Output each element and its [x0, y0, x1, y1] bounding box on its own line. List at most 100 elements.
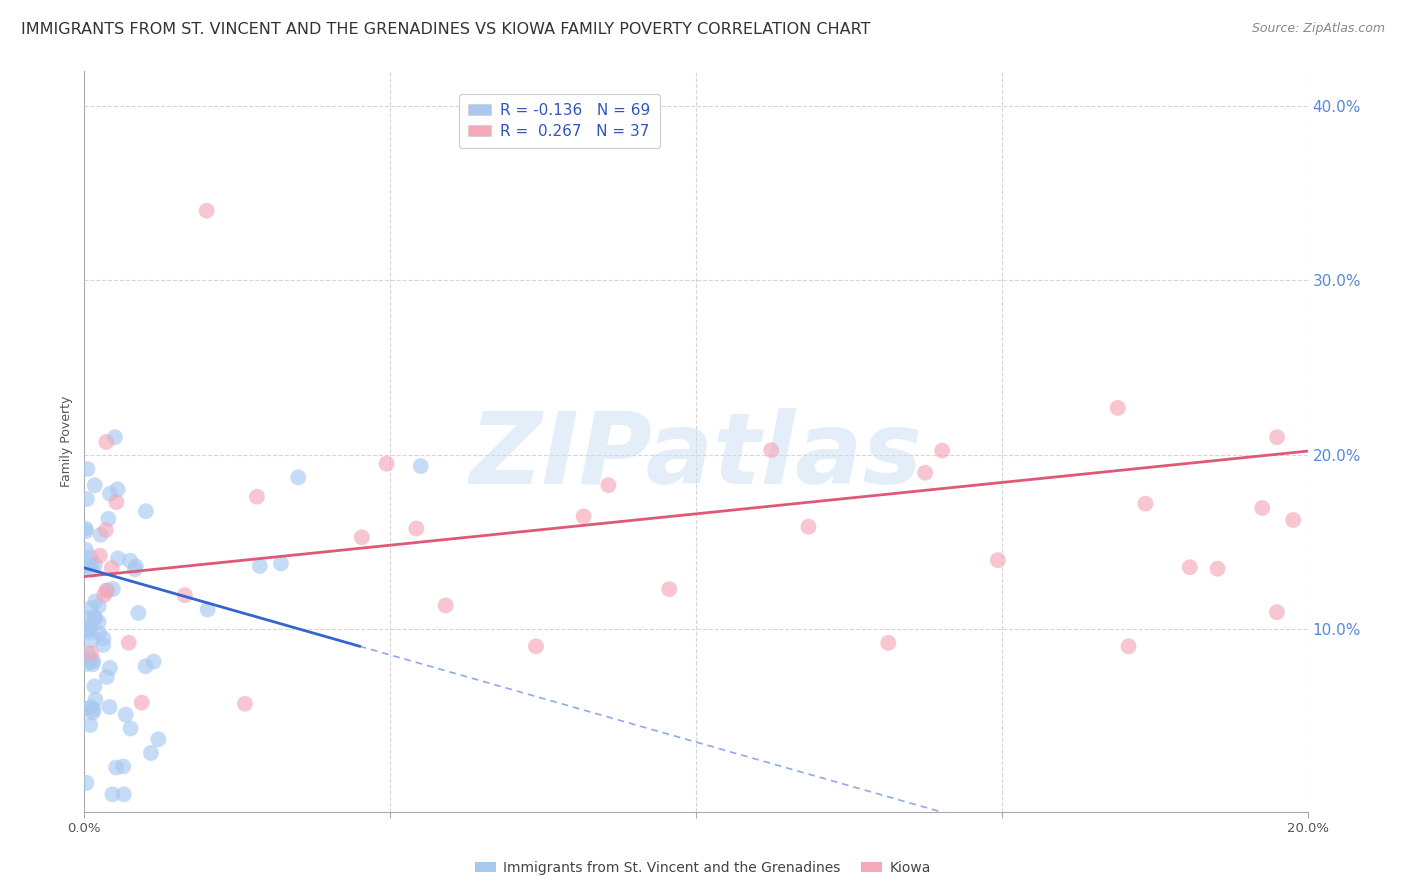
Point [1251, 500, 1274, 515]
Point [877, 636, 900, 650]
Point [76, 491, 98, 506]
Point [82, 657, 104, 672]
Point [1265, 430, 1288, 444]
Point [112, 759, 135, 773]
Point [350, 530, 373, 544]
Point [125, 559, 148, 574]
Point [572, 509, 595, 524]
Point [83, 478, 105, 492]
Legend: Immigrants from St. Vincent and the Grenadines, Kiowa: Immigrants from St. Vincent and the Gren… [470, 855, 936, 880]
Point [76, 657, 98, 671]
Point [84, 594, 107, 608]
Point [658, 582, 681, 597]
Point [75, 776, 97, 790]
Point [87, 599, 110, 613]
Point [914, 466, 936, 480]
Point [761, 443, 783, 458]
Point [83, 611, 105, 625]
Point [96, 583, 118, 598]
Point [124, 562, 146, 576]
Point [98, 486, 121, 500]
Point [118, 636, 141, 650]
Point [405, 521, 427, 535]
Point [987, 553, 1010, 567]
Point [105, 495, 128, 509]
Point [80, 700, 103, 714]
Point [97, 512, 120, 526]
Point [87, 615, 110, 629]
Point [118, 554, 141, 568]
Point [76, 462, 98, 476]
Point [375, 457, 398, 471]
Point [80, 557, 103, 571]
Point [79, 718, 101, 732]
Point [120, 722, 142, 736]
Text: ZIPatlas: ZIPatlas [470, 408, 922, 505]
Point [80, 633, 103, 648]
Point [270, 557, 292, 571]
Point [249, 558, 271, 573]
Point [195, 203, 218, 218]
Text: IMMIGRANTS FROM ST. VINCENT AND THE GRENADINES VS KIOWA FAMILY POVERTY CORRELATI: IMMIGRANTS FROM ST. VINCENT AND THE GREN… [21, 22, 870, 37]
Point [87, 626, 110, 640]
Point [434, 599, 457, 613]
Point [83, 558, 105, 572]
Point [105, 760, 128, 774]
Point [79, 624, 101, 639]
Point [80, 646, 103, 660]
Point [107, 551, 129, 566]
Point [98, 661, 121, 675]
Point [94, 523, 117, 537]
Point [79, 550, 101, 565]
Point [98, 700, 121, 714]
Text: Source: ZipAtlas.com: Source: ZipAtlas.com [1251, 22, 1385, 36]
Point [148, 732, 170, 747]
Point [90, 528, 112, 542]
Point [75, 524, 97, 539]
Point [1178, 560, 1201, 574]
Point [91, 632, 114, 646]
Point [233, 697, 256, 711]
Point [1282, 513, 1305, 527]
Point [107, 483, 129, 497]
Point [96, 434, 118, 449]
Point [409, 459, 432, 474]
Point [100, 561, 122, 575]
Point [75, 702, 97, 716]
Point [1265, 605, 1288, 619]
Point [75, 522, 97, 536]
Point [77, 611, 100, 625]
Point [112, 787, 135, 801]
Point [96, 670, 118, 684]
Point [127, 606, 149, 620]
Point [84, 692, 107, 706]
Point [1107, 401, 1129, 415]
Point [139, 746, 162, 760]
Point [93, 588, 115, 602]
Point [101, 582, 124, 596]
Point [246, 490, 269, 504]
Point [82, 563, 104, 577]
Point [135, 659, 157, 673]
Point [1206, 562, 1229, 576]
Point [173, 588, 195, 602]
Point [84, 610, 107, 624]
Point [83, 703, 105, 717]
Point [524, 640, 547, 654]
Point [76, 646, 98, 660]
Point [142, 655, 165, 669]
Point [89, 549, 111, 563]
Point [114, 707, 136, 722]
Point [75, 542, 97, 557]
Point [82, 654, 104, 668]
Point [75, 622, 97, 636]
Point [91, 638, 114, 652]
Point [96, 583, 118, 598]
Point [83, 679, 105, 693]
Point [80, 601, 103, 615]
Point [197, 602, 219, 616]
Legend: R = -0.136   N = 69, R =  0.267   N = 37: R = -0.136 N = 69, R = 0.267 N = 37 [458, 94, 659, 148]
Point [598, 478, 620, 492]
Point [82, 706, 104, 720]
Point [104, 430, 127, 444]
